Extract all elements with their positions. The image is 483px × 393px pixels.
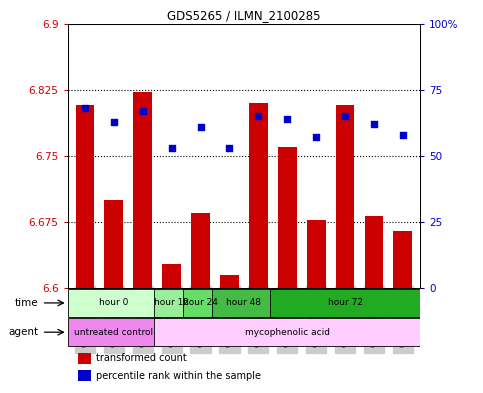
Text: time: time: [15, 298, 39, 308]
Bar: [394, 231, 412, 288]
Text: hour 12: hour 12: [154, 298, 189, 307]
Point: [399, 132, 407, 138]
Point: [226, 145, 233, 151]
Point: [168, 145, 175, 151]
Text: agent: agent: [9, 327, 39, 337]
Point: [284, 116, 291, 122]
FancyBboxPatch shape: [155, 318, 420, 346]
Bar: [162, 264, 181, 288]
Text: untreated control: untreated control: [74, 328, 154, 337]
Bar: [78, 353, 90, 364]
Point: [197, 124, 204, 130]
Text: transformed count: transformed count: [96, 353, 186, 363]
FancyBboxPatch shape: [155, 289, 189, 317]
FancyBboxPatch shape: [68, 318, 160, 346]
Bar: [133, 92, 152, 288]
Point: [139, 108, 147, 114]
Bar: [78, 370, 90, 381]
Point: [110, 118, 118, 125]
Bar: [104, 200, 123, 288]
Text: hour 48: hour 48: [227, 298, 261, 307]
Point: [255, 113, 262, 119]
FancyBboxPatch shape: [270, 289, 420, 317]
Bar: [249, 103, 268, 288]
Bar: [220, 275, 239, 288]
Point: [370, 121, 378, 127]
Bar: [365, 216, 384, 288]
Text: hour 72: hour 72: [327, 298, 363, 307]
Text: mycophenolic acid: mycophenolic acid: [245, 328, 330, 337]
Point: [81, 105, 89, 112]
Bar: [307, 220, 326, 288]
Text: hour 24: hour 24: [183, 298, 218, 307]
Bar: [336, 105, 355, 288]
FancyBboxPatch shape: [183, 289, 218, 317]
Text: percentile rank within the sample: percentile rank within the sample: [96, 371, 261, 380]
Text: hour 0: hour 0: [99, 298, 128, 307]
Bar: [191, 213, 210, 288]
FancyBboxPatch shape: [212, 289, 276, 317]
Point: [313, 134, 320, 141]
Title: GDS5265 / ILMN_2100285: GDS5265 / ILMN_2100285: [167, 9, 321, 22]
Bar: [75, 105, 94, 288]
Bar: [278, 147, 297, 288]
Point: [341, 113, 349, 119]
FancyBboxPatch shape: [68, 289, 160, 317]
